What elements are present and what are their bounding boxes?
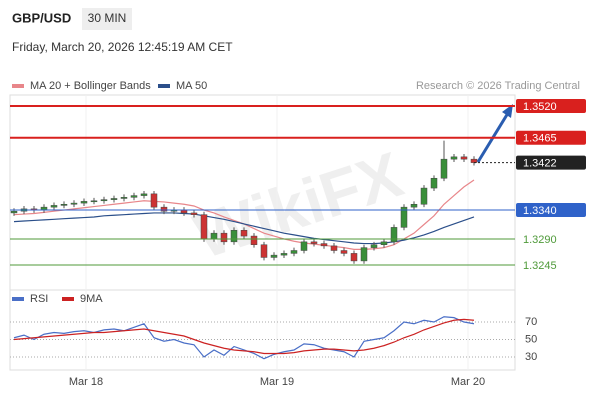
legend-label: MA 20 + Bollinger Bands — [30, 80, 151, 92]
candle-body — [130, 195, 138, 198]
x-tick-label: Mar 18 — [69, 376, 103, 388]
candle-body — [160, 206, 168, 212]
legend-label: RSI — [30, 293, 48, 305]
candle-body — [430, 177, 438, 189]
candle-body — [330, 245, 338, 251]
candle-body — [250, 235, 258, 245]
level-label: 1.3340 — [523, 205, 557, 217]
candle-body — [280, 253, 288, 256]
series-line — [13, 318, 475, 355]
y-tick-label: 70 — [525, 316, 537, 328]
candle-body — [90, 200, 98, 203]
legend-label: MA 50 — [176, 80, 207, 92]
legend-swatch — [12, 84, 24, 88]
candle-body — [440, 158, 448, 179]
candle-body — [230, 230, 238, 243]
plot-frame — [9, 94, 516, 371]
candle-body — [400, 206, 408, 228]
series-line — [13, 316, 475, 360]
level-label: 1.3245 — [523, 260, 557, 272]
legend-swatch — [158, 84, 170, 88]
candle-body — [270, 254, 278, 258]
candle-body — [10, 210, 18, 214]
candle-body — [420, 187, 428, 205]
level-label: 1.3520 — [523, 101, 557, 113]
datetime: Friday, March 20, 2026 12:45:19 AM CET — [12, 40, 233, 54]
legend-swatch — [62, 297, 74, 301]
x-tick-label: Mar 20 — [451, 376, 485, 388]
candle-body — [370, 244, 378, 248]
candle-body — [100, 199, 108, 202]
candle-body — [200, 214, 208, 240]
level-box — [516, 98, 586, 113]
timeframe[interactable]: 30 MIN — [88, 11, 127, 25]
y-tick-label: 30 — [525, 351, 537, 363]
level-label: 1.3465 — [523, 133, 557, 145]
level-label: 1.3290 — [523, 234, 557, 246]
level-box — [516, 130, 586, 145]
candle-body — [470, 158, 478, 163]
arrow-head — [502, 104, 513, 118]
candle-body — [70, 202, 78, 205]
candle-body — [450, 156, 458, 160]
candle-body — [240, 230, 248, 237]
candle-body — [60, 204, 68, 206]
candle-body — [290, 250, 298, 254]
candle-body — [80, 201, 88, 204]
level-box — [516, 155, 586, 170]
level-label: 1.3422 — [523, 158, 557, 170]
series-line — [13, 212, 475, 245]
timeframe-box[interactable] — [82, 8, 132, 30]
symbol: GBP/USD — [12, 10, 71, 25]
level-box — [516, 203, 586, 218]
candle-body — [460, 156, 468, 160]
candle-body — [150, 193, 158, 208]
candle-body — [120, 197, 128, 199]
candle-body — [320, 243, 328, 247]
candle-body — [410, 204, 418, 208]
x-tick-label: Mar 19 — [260, 376, 294, 388]
candle-body — [390, 227, 398, 243]
legend-label: 9MA — [80, 293, 103, 305]
candle-body — [140, 193, 148, 196]
credit: Research © 2026 Trading Central — [416, 80, 580, 92]
candle-body — [110, 198, 118, 200]
candle-body — [190, 212, 198, 215]
candle-body — [340, 250, 348, 254]
candle-body — [300, 241, 308, 251]
candle-body — [220, 232, 228, 243]
candle-body — [210, 232, 218, 240]
y-tick-label: 50 — [525, 333, 537, 345]
candle-body — [360, 247, 368, 262]
candle-body — [260, 244, 268, 258]
candle-body — [310, 241, 318, 244]
candle-body — [350, 253, 358, 262]
candle-body — [50, 205, 58, 208]
legend-swatch — [12, 297, 24, 301]
candle-body — [380, 241, 388, 245]
watermark: WikiFX — [186, 138, 411, 272]
